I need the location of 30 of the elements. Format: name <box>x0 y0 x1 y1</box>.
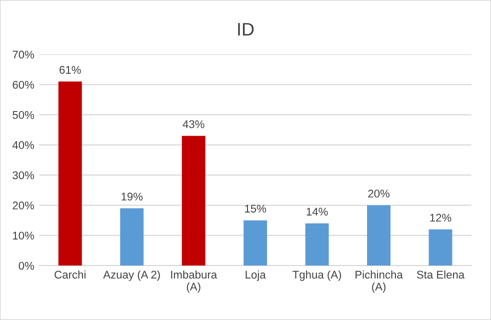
x-tick-label: Carchi <box>54 270 86 279</box>
bar <box>305 223 329 266</box>
bar <box>367 205 390 266</box>
y-tick-label: 30% <box>12 171 34 180</box>
y-tick-label: 50% <box>12 111 34 119</box>
x-tick-label: Loja <box>246 270 266 281</box>
bar <box>120 208 144 266</box>
data-label: 12% <box>430 214 452 222</box>
x-tick-label: Sta Elena <box>416 270 465 279</box>
x-tick-label: Tghua (A) <box>292 270 342 281</box>
data-label: 19% <box>122 192 143 201</box>
y-tick-label: 0% <box>18 262 34 270</box>
data-label: 43% <box>182 120 204 128</box>
bar <box>244 220 268 266</box>
y-tick-label: 40% <box>12 141 34 150</box>
y-tick-label: 70% <box>12 50 34 59</box>
y-tick-label: 60% <box>12 80 34 89</box>
data-label: 61% <box>60 66 81 74</box>
data-label: 15% <box>245 204 266 213</box>
bar <box>182 136 206 266</box>
y-tick-label: 20% <box>12 202 34 210</box>
x-tick-label: Pichincha (A) <box>356 270 403 293</box>
data-label: 20% <box>368 190 390 198</box>
x-tick-label: Imbabura (A) <box>171 270 218 293</box>
bar <box>428 229 452 266</box>
data-label: 14% <box>306 208 328 216</box>
bar <box>58 82 82 266</box>
x-tick-label: Azuay (A 2) <box>103 270 160 281</box>
chart-title: ID <box>238 23 254 36</box>
y-tick-label: 10% <box>13 232 34 240</box>
